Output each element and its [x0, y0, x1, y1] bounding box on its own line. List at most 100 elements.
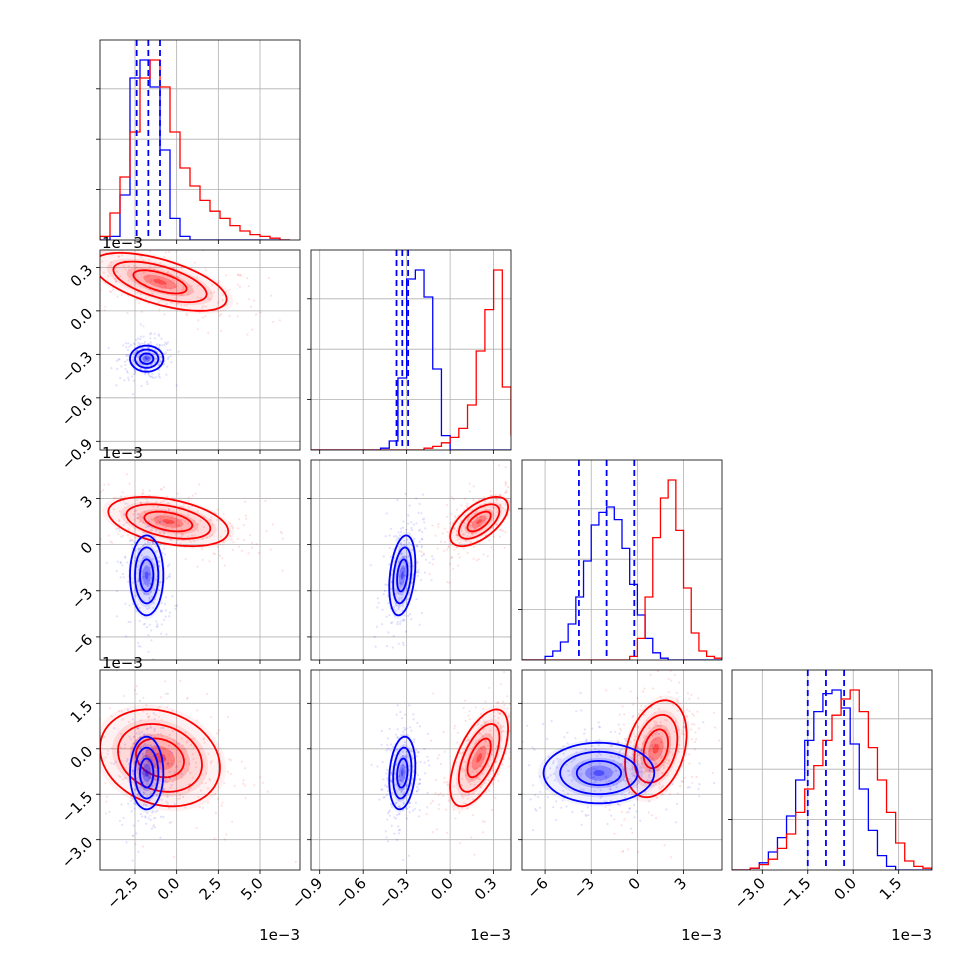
sample-point-red	[121, 718, 124, 721]
sample-point-red	[443, 776, 446, 780]
sample-point-red	[71, 766, 73, 768]
sample-point-red	[504, 531, 507, 534]
sample-point-blue	[565, 763, 568, 766]
sample-point-red	[220, 329, 223, 332]
sample-point-red	[694, 731, 697, 734]
sample-point-blue	[397, 560, 401, 563]
panel-frame	[99, 669, 301, 871]
sample-point-blue	[168, 611, 171, 614]
sample-point-red	[482, 745, 485, 748]
sample-point-blue	[400, 568, 403, 571]
sample-point-blue	[152, 602, 156, 605]
sample-point-blue	[378, 798, 381, 801]
sample-point-red	[621, 705, 624, 708]
sample-point-red	[442, 794, 445, 797]
sample-point-blue	[158, 353, 161, 356]
sample-point-blue	[155, 752, 158, 755]
sample-point-blue	[417, 815, 421, 818]
contour-red	[449, 495, 510, 548]
sample-point-blue	[399, 622, 402, 626]
sample-point-red	[170, 517, 173, 520]
sample-point-red	[484, 722, 487, 725]
sample-point-blue	[147, 764, 151, 767]
sample-point-blue	[151, 373, 154, 376]
sample-point-red	[240, 549, 243, 552]
sample-point-red	[462, 547, 465, 550]
sample-point-red	[162, 485, 165, 489]
sample-point-red	[163, 680, 166, 683]
sample-point-red	[453, 785, 456, 788]
sample-point-red	[474, 706, 477, 709]
sample-point-red	[151, 293, 154, 296]
density-red	[447, 494, 511, 549]
sample-point-blue	[149, 777, 152, 780]
sample-point-blue	[698, 783, 701, 786]
sample-point-red	[515, 481, 517, 483]
sample-point-blue	[166, 522, 169, 525]
sample-point-blue	[376, 606, 379, 609]
sample-point-red	[493, 778, 496, 781]
sample-point-red	[96, 224, 98, 226]
sample-point-red	[474, 767, 477, 770]
sample-point-blue	[648, 769, 652, 772]
sample-point-blue	[164, 530, 167, 533]
sample-point-blue	[151, 375, 154, 378]
sample-point-red	[223, 782, 226, 785]
sample-point-red	[613, 832, 616, 836]
sample-point-red	[628, 790, 631, 793]
sample-point-blue	[166, 795, 169, 799]
sample-point-red	[461, 752, 464, 755]
sample-point-blue	[176, 604, 179, 607]
sample-point-red	[667, 760, 670, 763]
sample-point-blue	[133, 589, 137, 592]
sample-point-red	[123, 746, 126, 749]
sample-point-red	[508, 508, 511, 511]
sample-point-red	[668, 762, 671, 765]
sample-point-blue	[407, 555, 410, 558]
sample-point-blue	[114, 760, 117, 764]
sample-point-red	[484, 740, 487, 743]
sample-point-blue	[402, 618, 405, 621]
sample-point-red	[491, 783, 494, 786]
sample-point-red	[184, 520, 187, 523]
sample-point-blue	[164, 779, 167, 782]
sample-point-blue	[552, 762, 555, 765]
sample-point-blue	[400, 734, 403, 737]
sample-point-red	[656, 750, 660, 753]
sample-point-red	[224, 529, 227, 532]
sample-point-red	[446, 530, 449, 534]
sample-point-blue	[405, 784, 408, 787]
sample-point-blue	[159, 632, 163, 635]
sample-point-red	[470, 524, 473, 527]
sample-point-blue	[623, 760, 626, 764]
sample-point-blue	[518, 806, 520, 808]
sample-point-blue	[599, 726, 602, 729]
sample-point-blue	[375, 625, 378, 628]
sample-point-red	[120, 293, 123, 297]
sample-point-blue	[648, 776, 651, 779]
sample-point-red	[688, 753, 691, 756]
sample-point-red	[237, 274, 240, 277]
sample-point-blue	[416, 721, 419, 725]
sample-point-red	[486, 744, 490, 747]
y-tick-label: −6	[68, 631, 96, 659]
sample-point-blue	[145, 771, 148, 774]
sample-point-red	[658, 708, 661, 711]
sample-point-blue	[399, 710, 402, 714]
sample-point-blue	[149, 341, 152, 344]
sample-point-blue	[545, 777, 548, 780]
sample-point-blue	[402, 574, 405, 577]
sample-point-blue	[531, 746, 534, 749]
sample-point-blue	[431, 555, 434, 558]
sample-point-red	[117, 533, 120, 536]
sample-point-blue	[405, 555, 408, 558]
sample-point-red	[147, 715, 150, 719]
sample-point-blue	[132, 379, 135, 382]
sample-point-red	[71, 247, 73, 249]
sample-point-blue	[592, 776, 596, 779]
sample-point-blue	[580, 823, 583, 826]
sample-point-blue	[149, 573, 152, 576]
sample-point-blue	[171, 751, 174, 755]
sample-point-red	[669, 670, 672, 672]
sample-point-red	[171, 760, 174, 763]
